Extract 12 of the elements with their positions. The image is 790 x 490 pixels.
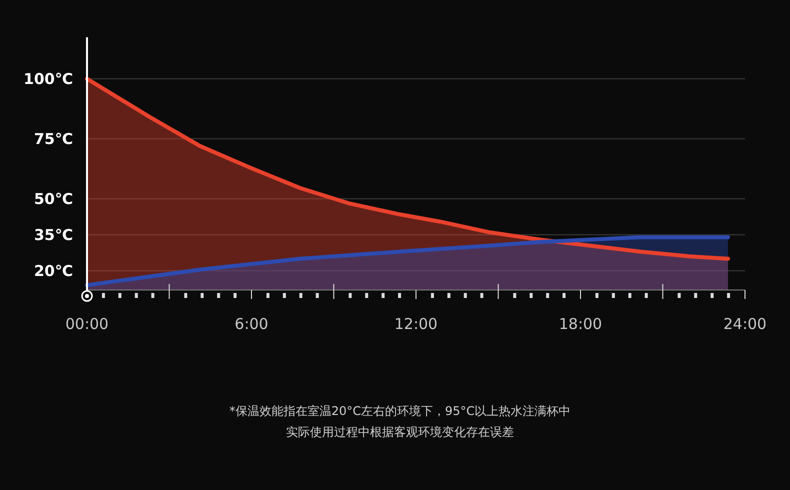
y-tick-label: 75℃ [34, 130, 73, 148]
y-tick-label: 20℃ [34, 262, 73, 280]
text: 实际使用过程中根据客观环境变化存在误差 [286, 425, 514, 439]
x-tick-label: 12:00 [394, 315, 438, 333]
x-tick-label: 18:00 [558, 315, 602, 333]
x-tick-label: 6:00 [234, 315, 268, 333]
y-tick-label: 35℃ [34, 226, 73, 244]
x-tick-label: 24:00 [723, 315, 767, 333]
text: *保温效能指在室温20°C左右的环境下，95°C以上热水注满杯中 [229, 404, 571, 418]
y-tick-label: 100℃ [24, 70, 73, 88]
x-tick-label: 00:00 [65, 315, 109, 333]
y-tick-label: 50℃ [34, 190, 73, 208]
